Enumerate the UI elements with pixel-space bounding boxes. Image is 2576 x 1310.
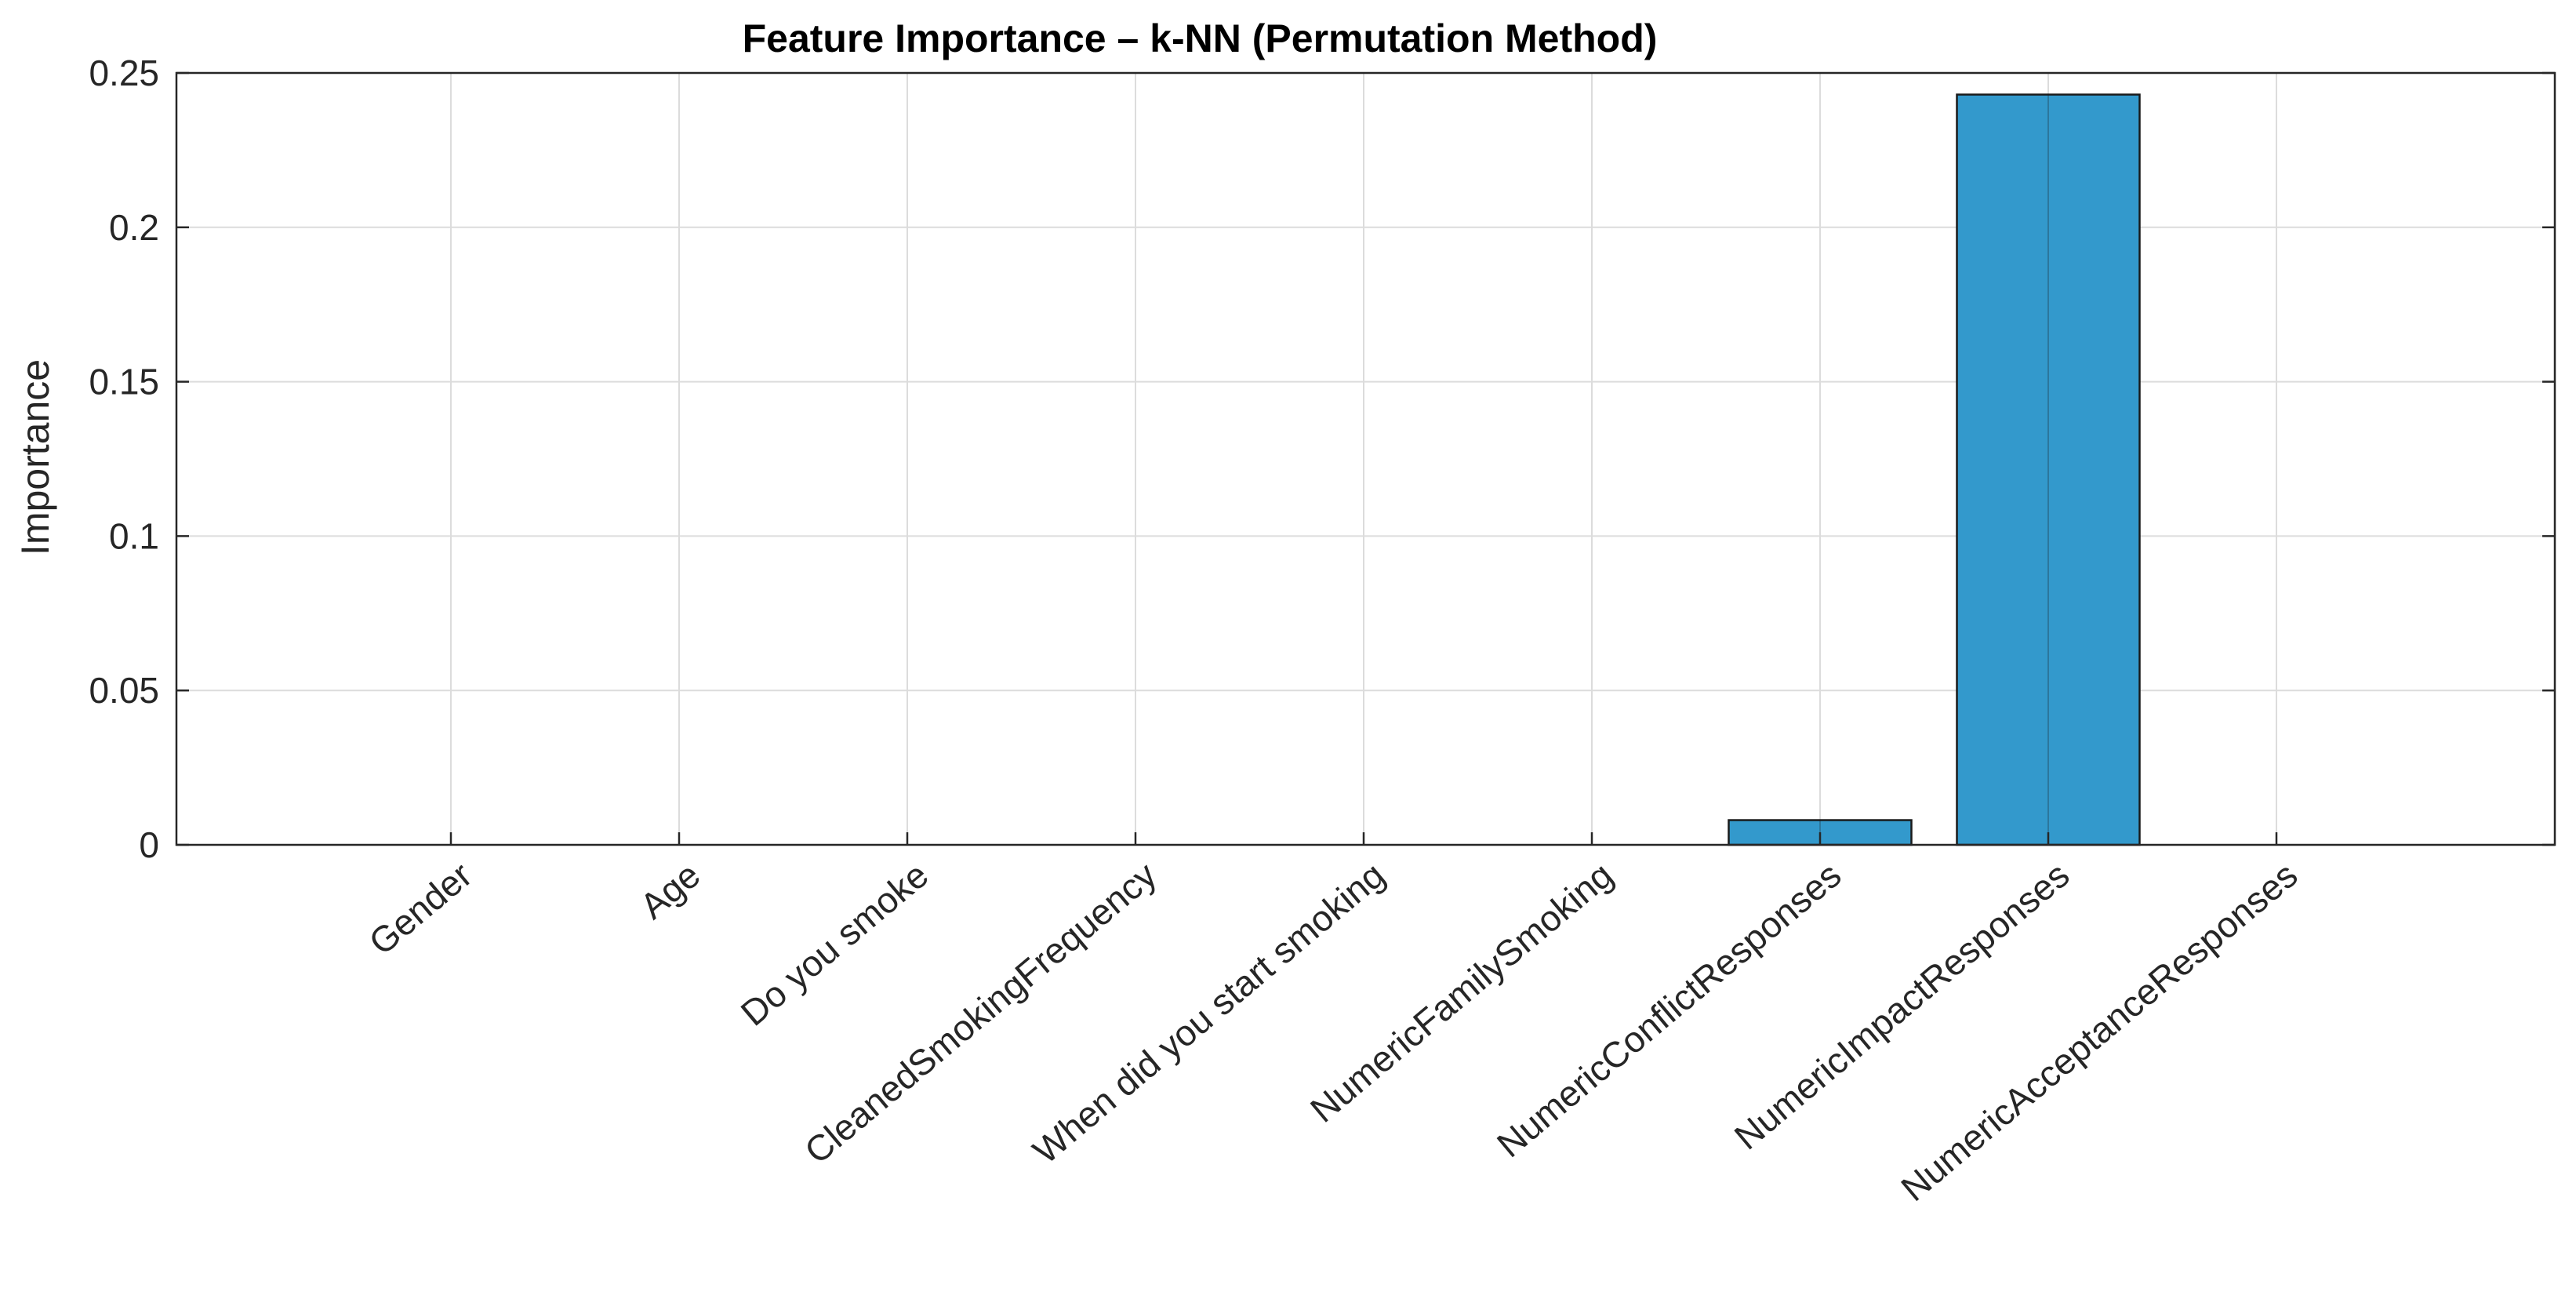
bar-numericimpactresponses xyxy=(1956,93,2141,846)
axes xyxy=(175,71,2556,846)
chart-title: Feature Importance – k-NN (Permutation M… xyxy=(743,16,1658,60)
y-tick-label: 0.2 xyxy=(109,207,159,248)
y-tick-label: 0.15 xyxy=(89,362,159,402)
bars xyxy=(1728,93,2141,846)
y-ticks: 0 0.05 0.1 0.15 0.2 0.25 xyxy=(89,53,159,865)
y-tick-label: 0.05 xyxy=(89,670,159,711)
y-tick-label: 0.1 xyxy=(109,515,159,556)
y-axis-label: Importance xyxy=(13,359,57,555)
y-tick-label: 0.25 xyxy=(89,53,159,93)
plot-frame xyxy=(175,71,2556,846)
y-tick-label: 0 xyxy=(139,824,159,865)
